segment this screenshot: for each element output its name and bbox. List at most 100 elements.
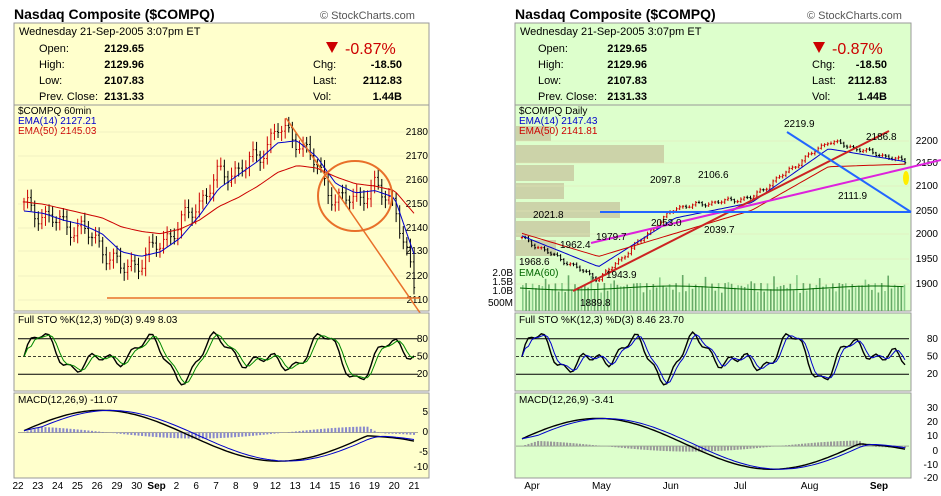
right-x-axis: Apr May Jun Jul Aug Sep xyxy=(524,481,888,492)
volume-bar xyxy=(796,275,798,311)
volume-tick-label: 1.5B xyxy=(492,277,513,288)
right-channel-line xyxy=(590,159,941,244)
right-prevclose-label: Prev. Close: xyxy=(538,91,597,103)
right-date: Wednesday 21-Sep-2005 3:07pm ET xyxy=(520,26,702,38)
volume-bar xyxy=(822,286,824,311)
vbp-bar xyxy=(516,165,574,181)
x-tick-label: Jul xyxy=(734,481,747,492)
volume-bar xyxy=(548,284,550,311)
volume-bar xyxy=(750,281,752,311)
left-date: Wednesday 21-Sep-2005 3:07pm ET xyxy=(19,26,201,38)
right-ema-slow-label: EMA(50) 2141.81 xyxy=(519,126,598,137)
left-chg-label: Chg: xyxy=(313,59,336,71)
vbp-bar xyxy=(516,126,551,141)
volume-bar xyxy=(597,283,599,311)
right-low-label: Low: xyxy=(538,75,561,87)
left-macd-y-axis: 5 0 -5 -10 xyxy=(414,407,429,473)
annot-2039-7: 2039.7 xyxy=(704,225,735,236)
right-volume-ema-label: EMA(60) xyxy=(519,268,558,279)
volume-bar xyxy=(701,286,703,311)
sto-tick-label: 50 xyxy=(417,352,429,363)
x-tick-label: 24 xyxy=(52,481,64,492)
ema-fast-line xyxy=(23,140,415,257)
left-header-box xyxy=(13,22,430,106)
left-title: Nasdaq Composite ($COMPQ) xyxy=(14,6,215,22)
sto-d-line xyxy=(23,333,415,384)
right-downtrend-line xyxy=(786,131,912,213)
volume-bar xyxy=(590,275,593,311)
volume-bar xyxy=(616,284,619,311)
macd-tick-label: -5 xyxy=(419,447,428,458)
volume-bar xyxy=(747,284,749,311)
right-prevclose-value: 2131.33 xyxy=(607,91,647,103)
annot-1962-4: 1962.4 xyxy=(560,240,591,251)
volume-bar xyxy=(665,287,668,311)
price-tick-label: 2130 xyxy=(406,246,429,257)
volume-bar xyxy=(727,282,730,311)
volume-bar xyxy=(838,283,841,311)
volume-bar xyxy=(623,286,625,311)
volume-bar xyxy=(753,283,756,311)
volume-bar xyxy=(890,288,893,311)
volume-bar xyxy=(841,284,844,311)
volume-bar xyxy=(756,291,759,311)
annot-1889-8: 1889.8 xyxy=(580,298,611,309)
volume-bar xyxy=(662,285,664,311)
volume-bar xyxy=(528,290,531,311)
volume-bar xyxy=(887,275,889,311)
x-tick-label: Sep xyxy=(870,481,888,492)
price-tick-label: 2000 xyxy=(916,229,939,240)
volume-bar xyxy=(815,284,818,311)
price-tick-label: 2110 xyxy=(406,295,428,306)
volume-bar xyxy=(636,283,638,311)
right-high-value: 2129.96 xyxy=(607,59,647,71)
volume-bar xyxy=(812,288,814,311)
annot-2111-9: 2111.9 xyxy=(838,191,868,202)
x-tick-label: 23 xyxy=(32,481,44,492)
annot-2106-6: 2106.6 xyxy=(698,170,729,181)
x-tick-label: May xyxy=(592,481,611,492)
right-change-pct: -0.87% xyxy=(832,41,883,58)
annot-1943-9: 1943.9 xyxy=(606,270,637,281)
right-watermark: © StockCharts.com xyxy=(807,10,902,22)
volume-bar xyxy=(818,278,821,311)
right-macd-panel xyxy=(514,392,912,479)
volume-bar xyxy=(743,287,746,311)
x-tick-label: 16 xyxy=(349,481,361,492)
volume-tick-label: 1.0B xyxy=(492,286,513,297)
price-tick-label: 1950 xyxy=(916,254,939,265)
volume-bar xyxy=(740,285,743,311)
left-low-value: 2107.83 xyxy=(104,75,144,87)
right-down-arrow-icon xyxy=(813,42,825,53)
x-tick-label: 9 xyxy=(253,481,259,492)
volume-bar xyxy=(574,284,576,311)
price-tick-label: 2150 xyxy=(406,199,429,210)
volume-bar xyxy=(877,292,880,311)
volume-bar xyxy=(861,285,863,311)
right-sto-panel xyxy=(514,312,912,392)
left-vol-value: 1.44B xyxy=(373,91,402,103)
volume-bar xyxy=(567,275,570,311)
volume-bar xyxy=(809,283,811,311)
volume-bar xyxy=(593,290,596,311)
volume-bar xyxy=(884,291,886,311)
volume-bar xyxy=(678,292,681,311)
volume-tick-label: 2.0B xyxy=(492,268,513,279)
sto-tick-label: 20 xyxy=(927,369,939,380)
volume-bar xyxy=(639,283,642,311)
left-sto-plot xyxy=(23,330,415,386)
vbp-bar xyxy=(516,145,664,163)
volume-bar xyxy=(564,291,566,311)
volume-bar xyxy=(649,289,651,311)
sto-k-line xyxy=(23,330,415,386)
sto-tick-label: 80 xyxy=(927,334,939,345)
volume-bar xyxy=(629,288,632,311)
price-tick-label: 2170 xyxy=(406,151,429,162)
price-tick-label: 2180 xyxy=(406,127,429,138)
right-stats-left: Open: 2129.65 High: 2129.96 Low: 2107.83… xyxy=(538,43,647,103)
ema-fast-line xyxy=(521,148,906,267)
right-ema-fast-label: EMA(14) 2147.43 xyxy=(519,116,598,127)
left-stats-right: Chg: -18.50 Last: 2112.83 Vol: 1.44B xyxy=(313,59,402,103)
right-chart: Nasdaq Composite ($COMPQ) © StockCharts.… xyxy=(488,6,941,492)
